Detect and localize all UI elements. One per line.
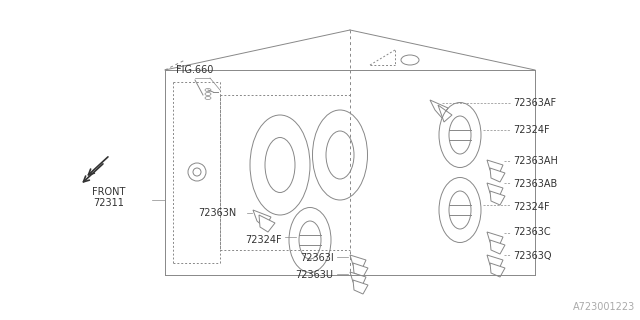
Text: 72363AH: 72363AH <box>513 156 558 166</box>
Polygon shape <box>353 280 368 294</box>
Polygon shape <box>353 263 368 277</box>
Polygon shape <box>350 272 366 286</box>
Text: 72324F: 72324F <box>513 125 550 135</box>
Polygon shape <box>490 240 505 254</box>
Polygon shape <box>490 191 505 205</box>
Text: FIG.660: FIG.660 <box>176 65 213 75</box>
Text: 72363AF: 72363AF <box>513 98 556 108</box>
Polygon shape <box>487 255 503 269</box>
Text: 72363I: 72363I <box>300 253 333 263</box>
Polygon shape <box>490 168 505 182</box>
Text: FRONT: FRONT <box>92 187 125 197</box>
Text: 72363U: 72363U <box>295 270 333 280</box>
Polygon shape <box>487 232 503 246</box>
Polygon shape <box>259 215 275 232</box>
Polygon shape <box>490 263 505 277</box>
Text: 72363Q: 72363Q <box>513 251 552 261</box>
Polygon shape <box>253 210 271 228</box>
Polygon shape <box>487 183 503 197</box>
Text: A723001223: A723001223 <box>573 302 635 312</box>
Text: 72324F: 72324F <box>513 202 550 212</box>
Text: 72324F: 72324F <box>245 235 282 245</box>
Polygon shape <box>350 255 366 269</box>
Text: 72363AB: 72363AB <box>513 179 557 189</box>
Text: 72311: 72311 <box>93 198 124 208</box>
Polygon shape <box>438 105 452 122</box>
Text: 72363C: 72363C <box>513 227 550 237</box>
Polygon shape <box>430 100 448 118</box>
Polygon shape <box>487 160 503 174</box>
Text: 72363N: 72363N <box>198 208 236 218</box>
